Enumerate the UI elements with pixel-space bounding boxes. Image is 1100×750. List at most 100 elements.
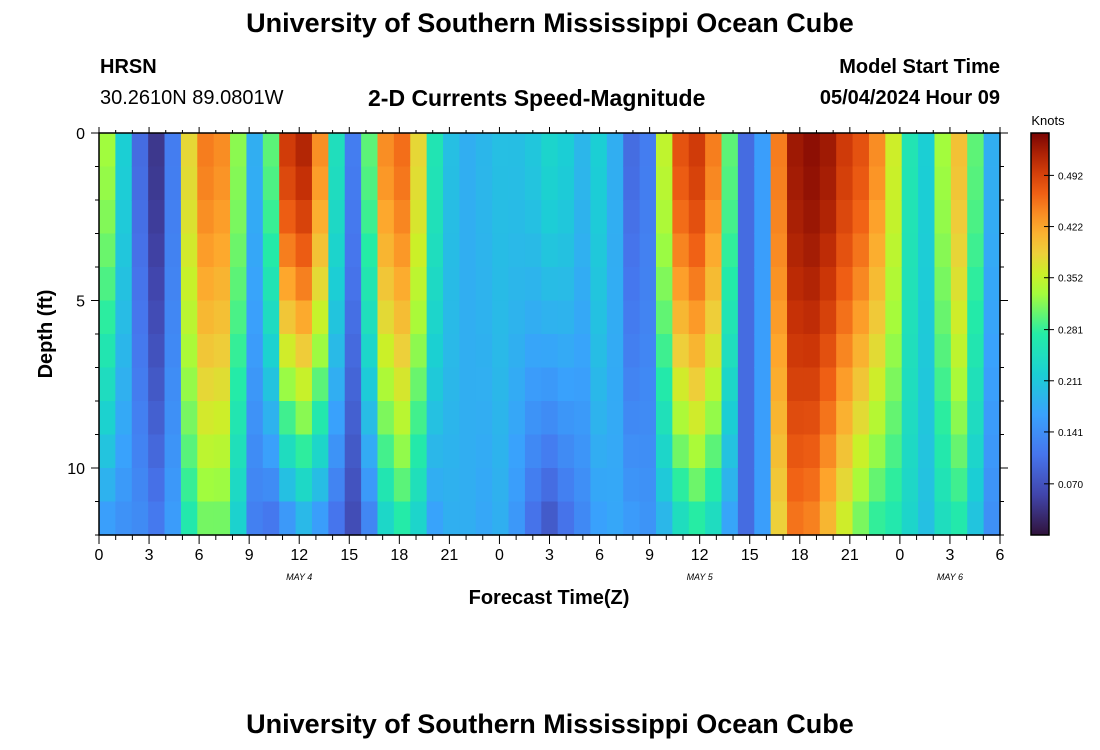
heatmap-cell	[606, 468, 624, 503]
heatmap-cell	[295, 233, 313, 268]
heatmap-cell	[426, 334, 444, 369]
heatmap-cell	[443, 468, 460, 503]
heatmap-cell	[885, 300, 903, 335]
heatmap-cell	[574, 434, 592, 469]
heatmap-cell	[311, 401, 329, 436]
heatmap-cell	[803, 200, 821, 235]
heatmap-cell	[279, 401, 297, 436]
heatmap-cell	[426, 367, 444, 402]
heatmap-cell	[377, 501, 395, 536]
heatmap-cell	[115, 267, 133, 302]
heatmap-cell	[180, 468, 198, 503]
heatmap-cell	[131, 300, 149, 335]
heatmap-cell	[934, 166, 952, 201]
heatmap-cell	[885, 166, 903, 201]
heatmap-cell	[557, 401, 575, 436]
heatmap-cell	[344, 200, 362, 235]
heatmap-cell	[983, 133, 1001, 168]
x-tick-label: 6	[996, 547, 1005, 564]
heatmap-cell	[541, 501, 559, 536]
heatmap-cell	[213, 334, 231, 369]
heatmap-cell	[541, 468, 559, 503]
heatmap-cell	[131, 401, 149, 436]
heatmap-cell	[344, 367, 362, 402]
heatmap-cell	[852, 367, 870, 402]
heatmap-cell	[246, 166, 264, 201]
heatmap-cell	[885, 468, 903, 503]
heatmap-cell	[475, 166, 493, 201]
heatmap-cell	[344, 300, 362, 335]
heatmap-cell	[737, 233, 755, 268]
heatmap-cell	[426, 267, 444, 302]
heatmap-cell	[868, 367, 886, 402]
heatmap-cell	[541, 200, 559, 235]
heatmap-cell	[721, 501, 739, 536]
heatmap-cell	[934, 133, 952, 168]
heatmap-cell	[623, 334, 641, 369]
y-tick-label: 5	[76, 294, 85, 311]
heatmap-cell	[803, 334, 821, 369]
heatmap-cell	[246, 300, 264, 335]
date-label: MAY 5	[687, 572, 714, 582]
heatmap-cell	[475, 468, 493, 503]
heatmap-cell	[721, 300, 739, 335]
heatmap-cell	[213, 133, 231, 168]
heatmap-cell	[655, 468, 673, 503]
heatmap-cell	[934, 501, 952, 536]
heatmap-cell	[262, 267, 280, 302]
heatmap-cell	[836, 401, 854, 436]
heatmap-cell	[934, 267, 952, 302]
heatmap-cell	[606, 401, 624, 436]
heatmap-cell	[213, 233, 231, 268]
heatmap-cell	[361, 166, 379, 201]
heatmap-cell	[918, 401, 936, 436]
heatmap-cell	[639, 468, 657, 503]
heatmap-cell	[328, 300, 346, 335]
heatmap-cell	[148, 133, 166, 168]
chart-title: 2-D Currents Speed-Magnitude	[368, 85, 706, 111]
heatmap-cell	[754, 468, 772, 503]
heatmap-cell	[508, 334, 526, 369]
heatmap-cell	[819, 166, 837, 201]
heatmap-cell	[475, 367, 493, 402]
heatmap-cell	[639, 200, 657, 235]
heatmap-cell	[787, 267, 805, 302]
heatmap-cell	[459, 334, 477, 369]
heatmap-cell	[426, 501, 444, 536]
heatmap-cell	[344, 434, 362, 469]
heatmap-cell	[426, 401, 444, 436]
heatmap-cell	[819, 200, 837, 235]
heatmap-cell	[721, 434, 739, 469]
heatmap-cell	[524, 501, 542, 536]
heatmap-cell	[459, 300, 477, 335]
heatmap-cell	[639, 133, 657, 168]
heatmap-cell	[311, 233, 329, 268]
heatmap-cell	[492, 133, 510, 168]
heatmap-cell	[475, 300, 493, 335]
heatmap-cell	[230, 267, 248, 302]
heatmap-cell	[787, 501, 805, 536]
heatmap-cell	[901, 133, 919, 168]
heatmap-cell	[639, 434, 657, 469]
heatmap-cell	[475, 233, 493, 268]
colorbar-tick-label: 0.281	[1058, 326, 1083, 337]
heatmap-cell	[131, 501, 149, 536]
heatmap-cell	[918, 468, 936, 503]
heatmap-cell	[410, 501, 428, 536]
heatmap-cell	[361, 200, 379, 235]
heatmap-cell	[131, 233, 149, 268]
heatmap-cell	[983, 166, 1001, 201]
heatmap-cell	[950, 434, 968, 469]
heatmap-cell	[410, 434, 428, 469]
heatmap-cell	[164, 468, 182, 503]
heatmap-cell	[688, 367, 706, 402]
heatmap-cell	[934, 334, 952, 369]
heatmap-cell	[344, 334, 362, 369]
heatmap-cell	[868, 434, 886, 469]
heatmap-cell	[623, 468, 641, 503]
heatmap-cell	[590, 401, 608, 436]
heatmap-cell	[443, 133, 460, 168]
heatmap-cell	[803, 468, 821, 503]
heatmap-cell	[344, 401, 362, 436]
heatmap-cell	[590, 334, 608, 369]
